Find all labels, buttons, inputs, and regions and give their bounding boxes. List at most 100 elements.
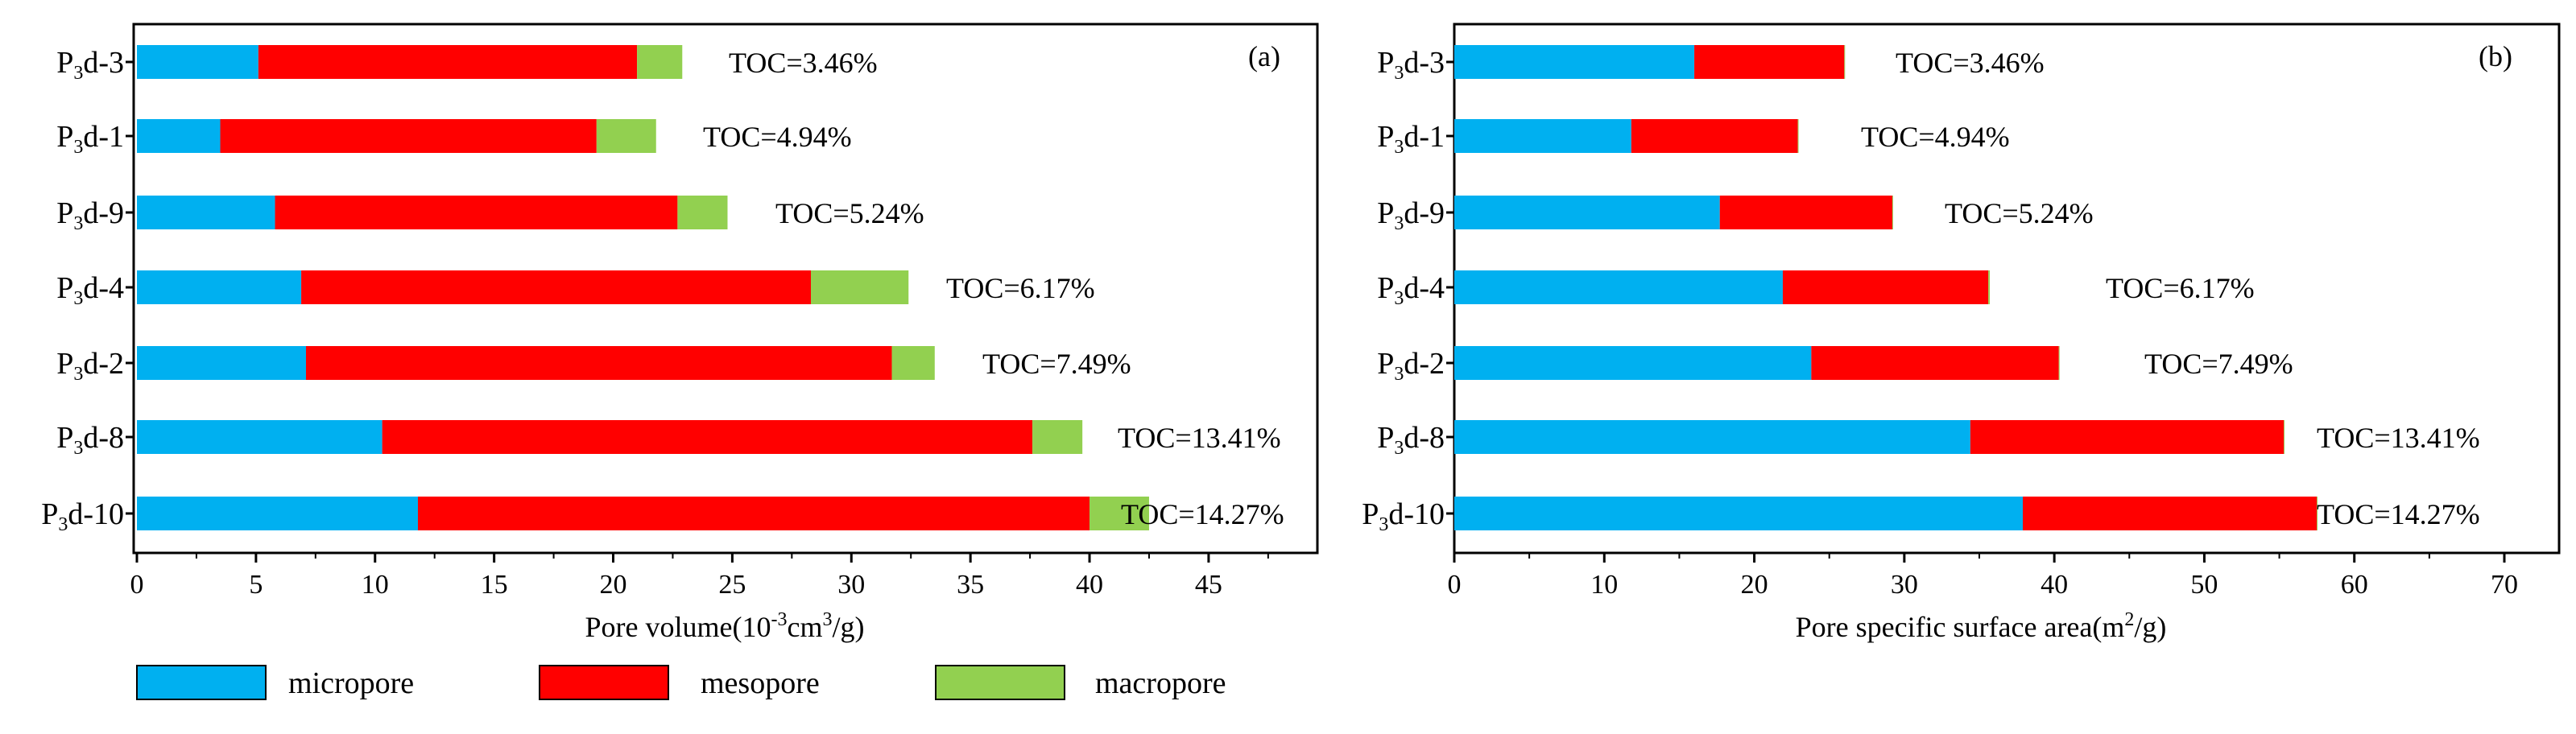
x-tick-label: 20	[1741, 570, 1768, 600]
legend-label-micropore: micropore	[288, 666, 414, 700]
y-tick-label: P3d-2	[56, 347, 124, 385]
toc-annotation: TOC=4.94%	[1861, 121, 2010, 153]
y-tick-label: P3d-3	[56, 46, 124, 84]
bar-macropore-P3d-4	[810, 270, 909, 304]
y-tick-label: P3d-8	[56, 421, 124, 459]
legend-swatch-macropore	[935, 665, 1065, 700]
bar-micropore-P3d-10	[1454, 497, 2024, 530]
bar-micropore-P3d-4	[1454, 270, 1783, 304]
bar-macropore-P3d-3	[1844, 45, 1846, 79]
bar-macropore-P3d-2	[891, 346, 935, 380]
legend-swatch-micropore	[136, 665, 267, 700]
bar-mesopore-P3d-1	[220, 119, 597, 153]
bar-macropore-P3d-3	[637, 45, 683, 79]
bar-mesopore-P3d-10	[2023, 497, 2318, 530]
legend-label-mesopore: mesopore	[701, 666, 820, 700]
x-tick-label: 35	[957, 570, 984, 600]
bar-macropore-P3d-9	[677, 196, 728, 229]
toc-annotation: TOC=14.27%	[1121, 498, 1284, 530]
x-tick-label: 5	[249, 570, 263, 600]
toc-annotation: TOC=7.49%	[982, 348, 1131, 380]
bar-micropore-P3d-2	[137, 346, 306, 380]
panel-b-plot: (b) P3d-3 TOC=3.46% P3d-1 TOC=4.94% P3d-9 TOC=…	[1362, 40, 2518, 643]
bar-mesopore-P3d-9	[275, 196, 678, 229]
toc-annotation: TOC=3.46%	[1896, 47, 2045, 79]
bar-mesopore-P3d-2	[1811, 346, 2059, 380]
panel-label: (a)	[1248, 40, 1280, 72]
x-axis-label: Pore specific surface area(m2/g)	[1796, 609, 2167, 643]
y-tick-label: P3d-10	[1362, 497, 1445, 535]
x-tick-label: 25	[718, 570, 746, 600]
bar-micropore-P3d-8	[137, 420, 382, 454]
x-tick-label: 0	[1448, 570, 1462, 600]
bar-micropore-P3d-1	[137, 119, 221, 153]
toc-annotation: TOC=5.24%	[1945, 197, 2094, 229]
toc-annotation: TOC=4.94%	[703, 121, 852, 153]
bar-macropore-P3d-9	[1892, 196, 1893, 229]
toc-annotation: TOC=3.46%	[729, 47, 878, 79]
y-tick-label: P3d-4	[1377, 271, 1445, 309]
x-tick-label: 15	[481, 570, 508, 600]
legend-label-macropore: macropore	[1095, 666, 1226, 700]
panel-label: (b)	[2479, 40, 2512, 72]
y-tick-label: P3d-10	[41, 497, 124, 535]
bar-micropore-P3d-9	[1454, 196, 1720, 229]
bar-macropore-P3d-2	[2058, 346, 2060, 380]
y-tick-label: P3d-9	[1377, 196, 1445, 234]
legend-swatch-mesopore	[539, 665, 669, 700]
x-axis-label: Pore volume(10-3cm3/g)	[585, 609, 865, 643]
bar-micropore-P3d-10	[137, 497, 418, 530]
x-tick-label: 10	[362, 570, 389, 600]
toc-annotation: TOC=14.27%	[2317, 498, 2480, 530]
bar-mesopore-P3d-9	[1719, 196, 1892, 229]
bar-mesopore-P3d-2	[305, 346, 892, 380]
bar-micropore-P3d-3	[1454, 45, 1695, 79]
bar-macropore-P3d-1	[1797, 119, 1799, 153]
y-tick-label: P3d-8	[1377, 421, 1445, 459]
x-tick-label: 60	[2341, 570, 2368, 600]
bar-mesopore-P3d-1	[1631, 119, 1798, 153]
toc-annotation: TOC=7.49%	[2144, 348, 2293, 380]
y-tick-label: P3d-3	[1377, 46, 1445, 84]
toc-annotation: TOC=13.41%	[1118, 422, 1281, 454]
x-tick-label: 20	[600, 570, 627, 600]
x-tick-label: 10	[1590, 570, 1618, 600]
x-tick-label: 0	[130, 570, 144, 600]
bar-micropore-P3d-9	[137, 196, 275, 229]
bar-micropore-P3d-2	[1454, 346, 1812, 380]
toc-annotation: TOC=13.41%	[2317, 422, 2480, 454]
toc-annotation: TOC=6.17%	[946, 272, 1095, 304]
bar-micropore-P3d-3	[137, 45, 258, 79]
bar-macropore-P3d-10	[2317, 497, 2318, 530]
y-tick-label: P3d-1	[56, 120, 124, 158]
x-tick-label: 40	[1076, 570, 1103, 600]
bar-mesopore-P3d-3	[1694, 45, 1845, 79]
bar-micropore-P3d-1	[1454, 119, 1631, 153]
toc-annotation: TOC=6.17%	[2106, 272, 2255, 304]
bar-macropore-P3d-8	[1032, 420, 1083, 454]
x-tick-label: 50	[2190, 570, 2218, 600]
toc-annotation: TOC=5.24%	[775, 197, 924, 229]
bar-macropore-P3d-4	[1988, 270, 1991, 304]
y-tick-label: P3d-4	[56, 271, 124, 309]
bar-mesopore-P3d-8	[1970, 420, 2284, 454]
x-tick-label: 30	[1891, 570, 1918, 600]
x-tick-label: 45	[1195, 570, 1222, 600]
y-tick-label: P3d-2	[1377, 347, 1445, 385]
bar-mesopore-P3d-8	[382, 420, 1033, 454]
x-tick-label: 70	[2491, 570, 2518, 600]
bar-micropore-P3d-4	[137, 270, 302, 304]
x-tick-label: 40	[2041, 570, 2068, 600]
bar-mesopore-P3d-4	[301, 270, 811, 304]
bar-macropore-P3d-1	[596, 119, 656, 153]
bar-macropore-P3d-10	[1090, 497, 1149, 530]
bar-mesopore-P3d-10	[417, 497, 1090, 530]
bar-micropore-P3d-8	[1454, 420, 1970, 454]
y-tick-label: P3d-9	[56, 196, 124, 234]
legend: micropore mesopore macropore	[136, 665, 1226, 700]
bar-mesopore-P3d-4	[1782, 270, 1989, 304]
bar-mesopore-P3d-3	[258, 45, 638, 79]
panel-a-plot: (a) P3d-3 TOC=3.46% P3d-1 TOC=4.94% P3d-9 TOC=…	[41, 40, 1284, 643]
x-tick-label: 30	[837, 570, 865, 600]
